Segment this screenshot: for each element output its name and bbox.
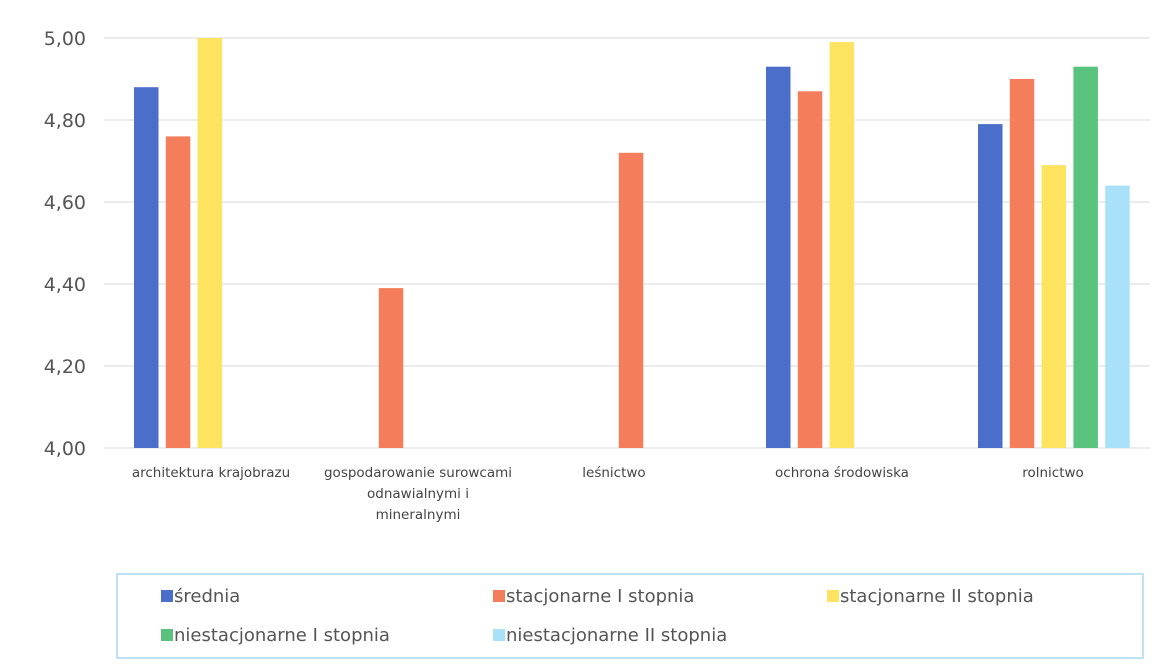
bars (134, 38, 1130, 449)
legend-box (116, 573, 1144, 659)
bar-2-5 (1009, 79, 1035, 448)
category-label: ochrona środowiska (775, 465, 909, 481)
legend-label: stacjonarne I stopnia (506, 586, 694, 607)
bar-2-3 (618, 152, 644, 449)
bar-3-5 (1041, 165, 1067, 448)
y-tick-label: 4,80 (44, 110, 86, 132)
y-tick-label: 4,60 (44, 192, 86, 214)
legend-swatch (161, 590, 173, 602)
bar-2-2 (378, 288, 404, 448)
category-label: architektura krajobrazu (132, 465, 290, 481)
category-label: gospodarowanie surowcami odnawialnymi i mi… (324, 465, 512, 523)
legend-swatch (493, 629, 505, 641)
bar-3-1 (197, 38, 223, 448)
legend-label: niestacjonarne I stopnia (174, 625, 390, 646)
legend-swatch (827, 590, 839, 602)
y-tick-label: 4,40 (44, 274, 86, 296)
legend: średnia stacjonarne I stopnia stacjonarne … (116, 573, 1144, 659)
bar-3-4 (829, 42, 855, 448)
y-tick-label: 4,20 (44, 356, 86, 378)
bar-5-5 (1105, 185, 1130, 448)
bar-1-1 (134, 87, 159, 448)
legend-swatch (493, 590, 505, 602)
y-axis-tick-labels: 4,00 4,20 4,40 4,60 4,80 5,00 (44, 28, 86, 460)
y-tick-label: 5,00 (44, 28, 86, 50)
legend-swatch (161, 629, 173, 641)
y-tick-label: 4,00 (44, 438, 86, 460)
x-axis-category-labels: architektura krajobrazu gospodarowanie su… (132, 465, 1084, 523)
category-label: rolnictwo (1022, 465, 1084, 481)
bar-1-4 (766, 66, 791, 448)
legend-label: niestacjonarne II stopnia (506, 625, 727, 646)
category-label: leśnictwo (582, 465, 645, 481)
bar-4-5 (1073, 66, 1098, 448)
bar-2-4 (797, 91, 823, 449)
bar-1-5 (978, 124, 1003, 448)
legend-label: stacjonarne II stopnia (840, 586, 1034, 607)
bar-2-1 (165, 136, 191, 448)
legend-label: średnia (174, 586, 240, 607)
